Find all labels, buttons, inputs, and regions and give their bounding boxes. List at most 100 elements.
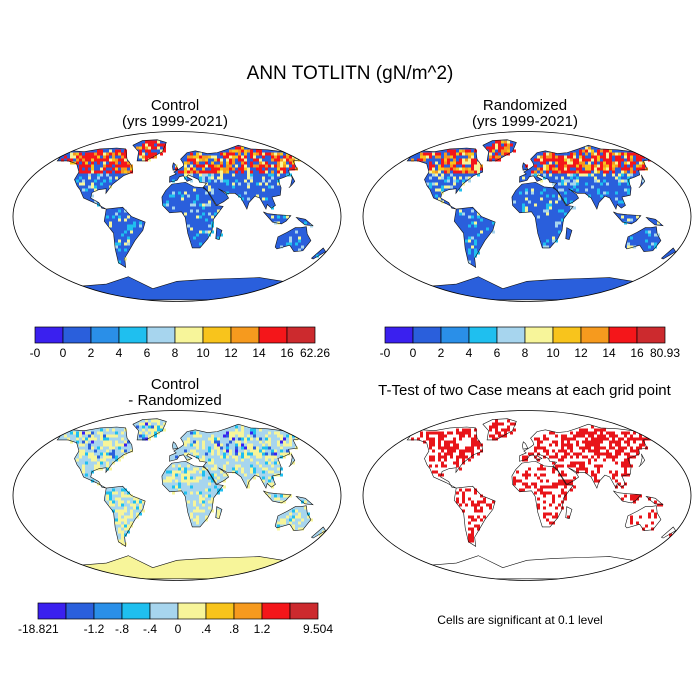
land-newZealand <box>661 247 676 260</box>
map-cell <box>441 446 444 450</box>
map-cell <box>426 155 429 159</box>
figure-title: ANN TOTLITN (gN/m^2) <box>246 63 454 84</box>
map-cell <box>127 494 130 498</box>
map-cell <box>142 437 145 441</box>
map-cell <box>178 464 181 468</box>
map-cell <box>289 161 292 165</box>
map-cell <box>459 467 462 471</box>
map-cell <box>480 218 483 222</box>
map-cell <box>148 140 151 144</box>
map-cell <box>543 155 546 159</box>
map-cell <box>426 182 429 186</box>
map-cell <box>435 431 438 435</box>
map-cell <box>277 443 280 447</box>
map-cell <box>247 446 250 450</box>
map-cell <box>199 494 202 498</box>
map-cell <box>459 209 462 213</box>
map-cell <box>127 236 130 240</box>
map-cell <box>115 455 118 459</box>
map-cell <box>624 221 627 225</box>
coastline-uk <box>172 162 179 171</box>
map-cell <box>426 437 429 441</box>
map-cell <box>606 152 609 156</box>
map-cell <box>648 434 651 438</box>
colorbar-box <box>258 326 288 344</box>
map-cell <box>576 440 579 444</box>
map-cell <box>196 491 199 495</box>
map-cell <box>289 167 292 171</box>
map-cell <box>537 443 540 447</box>
map-cell <box>543 242 546 246</box>
map-cell <box>265 437 268 441</box>
map-cell <box>235 470 238 474</box>
map-cell <box>468 224 471 228</box>
colorbar-tick-label: 6 <box>143 346 151 360</box>
map-cell <box>525 209 528 213</box>
map-cell <box>591 185 594 189</box>
map-cell <box>124 230 127 234</box>
colorbar-tick-label: 4 <box>115 346 123 360</box>
map-cell <box>564 212 567 216</box>
map-cell <box>432 470 435 474</box>
map-cell <box>289 242 292 246</box>
map-cell <box>618 440 621 444</box>
map-cell <box>573 152 576 156</box>
map-cell <box>621 173 624 177</box>
coastline-southAmerica <box>103 485 146 547</box>
map-cell <box>229 431 232 435</box>
map-cell <box>465 149 468 153</box>
map-cell <box>552 182 555 186</box>
map-cell <box>88 173 91 177</box>
map-cell <box>223 485 226 489</box>
map-cell <box>154 140 157 144</box>
map-cell <box>450 431 453 435</box>
land-antarctica <box>57 276 294 300</box>
map-cell <box>558 164 561 168</box>
map-cell <box>534 455 537 459</box>
map-cell <box>522 455 525 459</box>
map-cell <box>154 419 157 423</box>
map-cell <box>636 521 639 525</box>
map-cell <box>109 491 112 495</box>
map-cell <box>630 236 633 240</box>
map-cell <box>220 179 223 183</box>
map-cell <box>537 446 540 450</box>
map-cell <box>609 152 612 156</box>
map-cell <box>241 443 244 447</box>
map-cell <box>462 455 465 459</box>
map-cell <box>570 152 573 156</box>
map-cell <box>118 152 121 156</box>
map-cell <box>145 158 148 162</box>
map-cell <box>546 512 549 516</box>
map-cell <box>597 452 600 456</box>
map-cell <box>429 458 432 462</box>
map-cell <box>609 446 612 450</box>
map-cell <box>552 440 555 444</box>
map-cell <box>88 185 91 189</box>
map-cell <box>277 521 280 525</box>
map-cell <box>256 461 259 465</box>
map-cell <box>489 149 492 153</box>
map-cell <box>112 161 115 165</box>
map-cell <box>588 158 591 162</box>
map-cell <box>579 467 582 471</box>
map-cell <box>265 167 268 171</box>
map-cell <box>534 491 537 495</box>
map-cell <box>612 173 615 177</box>
map-cell <box>660 503 663 507</box>
map-cell <box>630 152 633 156</box>
map-cell <box>477 164 480 168</box>
map-cell <box>241 431 244 435</box>
map-cell <box>259 161 262 165</box>
map-cell <box>199 203 202 207</box>
map-cell <box>214 179 217 183</box>
map-cell <box>112 446 115 450</box>
map-cell <box>292 167 295 171</box>
map-cell <box>474 491 477 495</box>
map-cell <box>561 170 564 174</box>
map-cell <box>262 467 265 471</box>
map-cell <box>558 503 561 507</box>
map-cell <box>522 209 525 213</box>
map-cell <box>100 170 103 174</box>
map-cell <box>199 497 202 501</box>
